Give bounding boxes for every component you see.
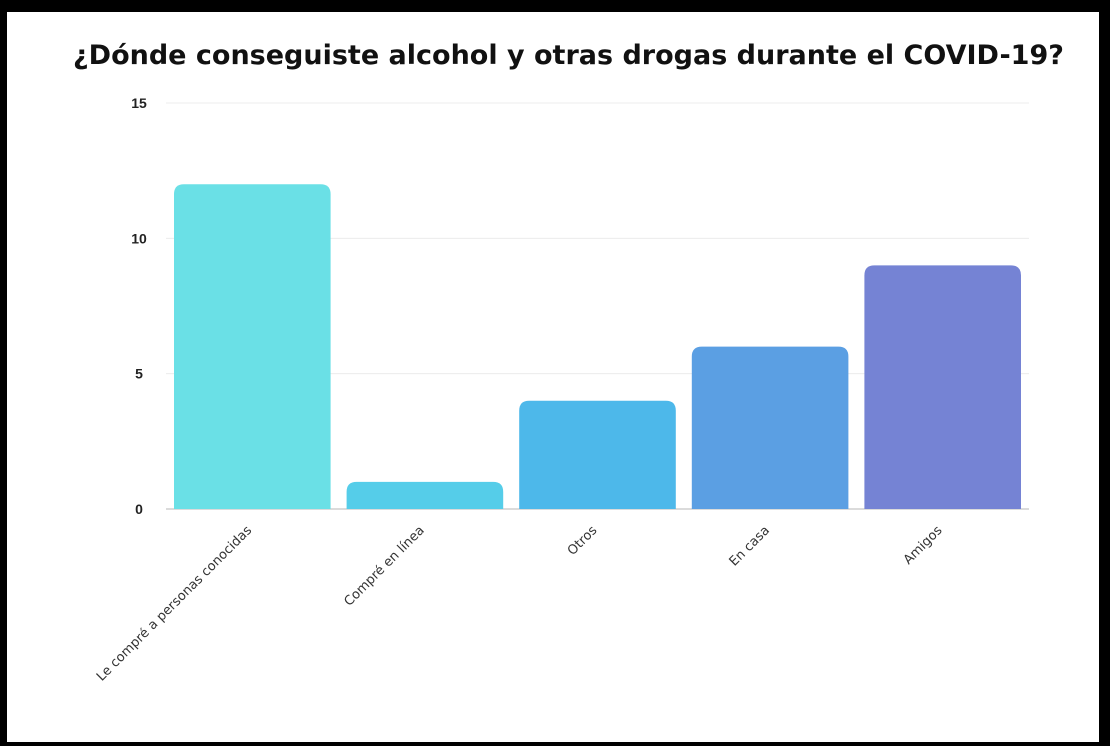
- x-axis-ticks: Le compré a personas conocidas Compré en …: [94, 523, 946, 684]
- y-tick-label: 5: [135, 366, 143, 382]
- x-tick-label: Le compré a personas conocidas: [94, 523, 255, 684]
- bar: [519, 400, 676, 509]
- x-tick-label: En casa: [727, 523, 773, 569]
- chart-title: ¿Dónde conseguiste alcohol y otras droga…: [73, 40, 1064, 71]
- bar: [174, 184, 331, 509]
- x-tick-label: Otros: [565, 523, 601, 559]
- bar: [346, 481, 504, 509]
- y-tick-label: 10: [131, 230, 147, 246]
- x-tick-label: Amigos: [901, 523, 946, 568]
- bar: [691, 346, 849, 509]
- x-tick-label: Compré en línea: [342, 523, 428, 609]
- y-tick-label: 0: [135, 501, 143, 517]
- bars: [174, 184, 1021, 509]
- bar-chart: ¿Dónde conseguiste alcohol y otras droga…: [73, 40, 1064, 684]
- y-tick-label: 15: [131, 95, 147, 111]
- y-axis-ticks: 0 5 10 15: [131, 95, 147, 517]
- bar: [864, 265, 1021, 509]
